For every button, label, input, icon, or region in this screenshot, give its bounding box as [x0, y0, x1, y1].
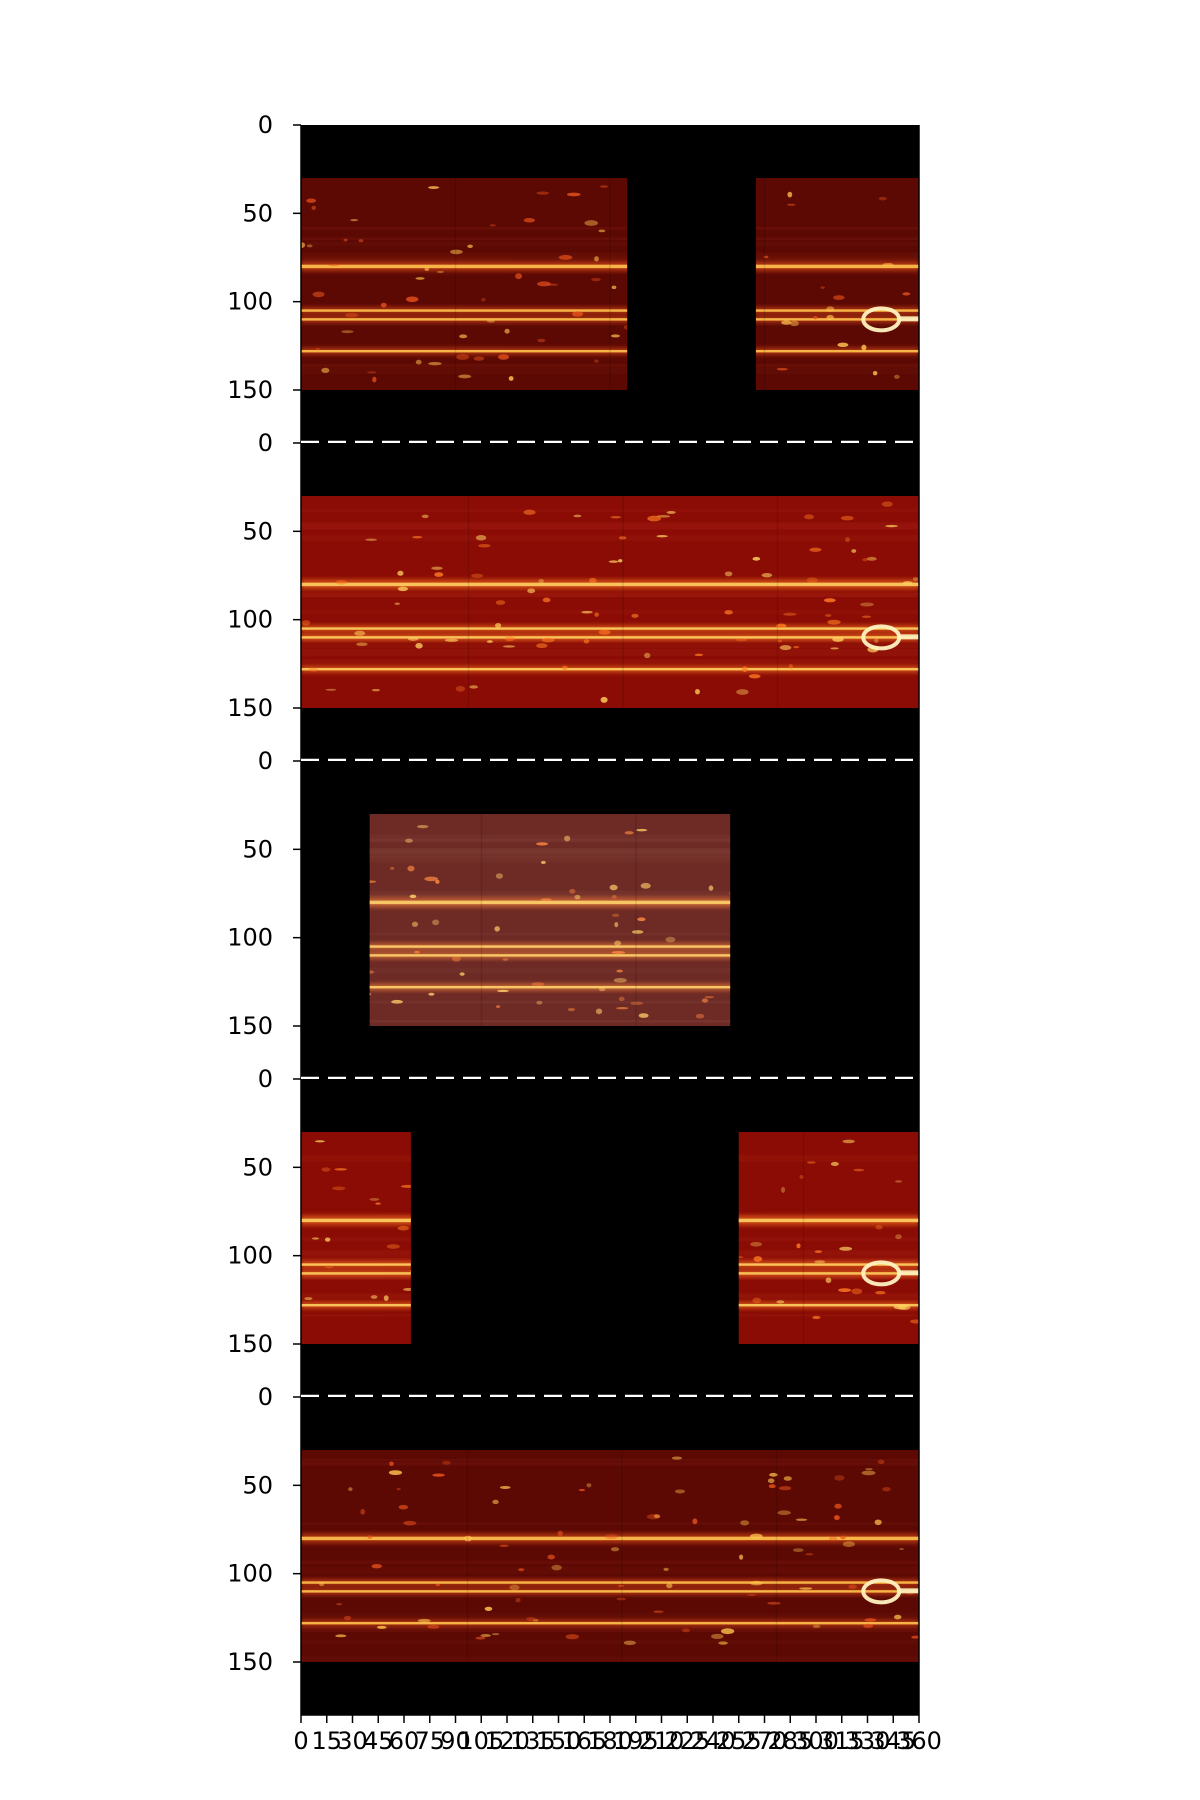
x-tick-label: 75	[414, 1727, 445, 1755]
panel-3: 0 50 100 150	[227, 747, 920, 1082]
x-tick-label: 195	[613, 1727, 659, 1755]
x-tick-label: 210	[639, 1727, 685, 1755]
y-tick-label: 0	[258, 429, 273, 457]
y-tick-label: 50	[242, 1153, 273, 1181]
y-tick-label: 150	[227, 694, 273, 722]
panel-5: 0 50 100 150	[227, 1383, 920, 1715]
x-tick-label: 225	[664, 1727, 710, 1755]
x-tick-label: 345	[870, 1727, 916, 1755]
x-tick-label: 45	[363, 1727, 394, 1755]
x-tick-label: 360	[896, 1727, 942, 1755]
x-tick-label: 0	[293, 1727, 308, 1755]
y-tick-label: 150	[227, 1330, 273, 1358]
y-tick-label: 100	[227, 606, 273, 634]
x-tick-label: 285	[767, 1727, 813, 1755]
x-tick-label: 90	[440, 1727, 471, 1755]
x-tick-label: 270	[742, 1727, 788, 1755]
x-tick-label: 165	[561, 1727, 607, 1755]
panel-map-image	[301, 496, 919, 708]
y-tick-label: 0	[258, 1383, 273, 1411]
y-tick-label: 0	[258, 111, 273, 139]
x-tick-label: 150	[536, 1727, 582, 1755]
y-tick-label: 100	[227, 1242, 273, 1270]
x-tick-label: 30	[337, 1727, 368, 1755]
x-tick-label: 60	[389, 1727, 420, 1755]
x-axis: 0 153045607590105120135150165180195210225…	[293, 1714, 942, 1755]
panel-map-image	[301, 178, 920, 390]
y-tick-label: 50	[242, 517, 273, 545]
x-tick-label: 180	[587, 1727, 633, 1755]
x-tick-label: 300	[793, 1727, 839, 1755]
y-tick-label: 100	[227, 1560, 273, 1588]
x-tick-label: 135	[510, 1727, 556, 1755]
x-tick-label: 255	[716, 1727, 762, 1755]
x-tick-label: 105	[458, 1727, 504, 1755]
panel-map-image	[301, 1450, 919, 1662]
x-tick-label: 330	[845, 1727, 891, 1755]
x-tick-label: 120	[484, 1727, 530, 1755]
y-tick-label: 0	[258, 1065, 273, 1093]
panel-map-image	[369, 814, 731, 1026]
x-tick-label: 315	[819, 1727, 865, 1755]
x-tick-label: 240	[690, 1727, 736, 1755]
y-tick-label: 150	[227, 376, 273, 404]
y-tick-label: 150	[227, 1648, 273, 1676]
y-tick-label: 150	[227, 1012, 273, 1040]
y-tick-label: 50	[242, 1471, 273, 1499]
x-tick-label: 15	[311, 1727, 342, 1755]
panel-2: 0 50 100 150	[227, 429, 920, 764]
panel-4: 0 50 100 150	[227, 1065, 920, 1400]
panel-1: 0 50 100 150	[227, 111, 920, 446]
y-tick-label: 50	[242, 835, 273, 863]
y-tick-label: 100	[227, 288, 273, 316]
y-tick-label: 100	[227, 924, 273, 952]
y-tick-label: 50	[242, 199, 273, 227]
y-tick-label: 0	[258, 747, 273, 775]
